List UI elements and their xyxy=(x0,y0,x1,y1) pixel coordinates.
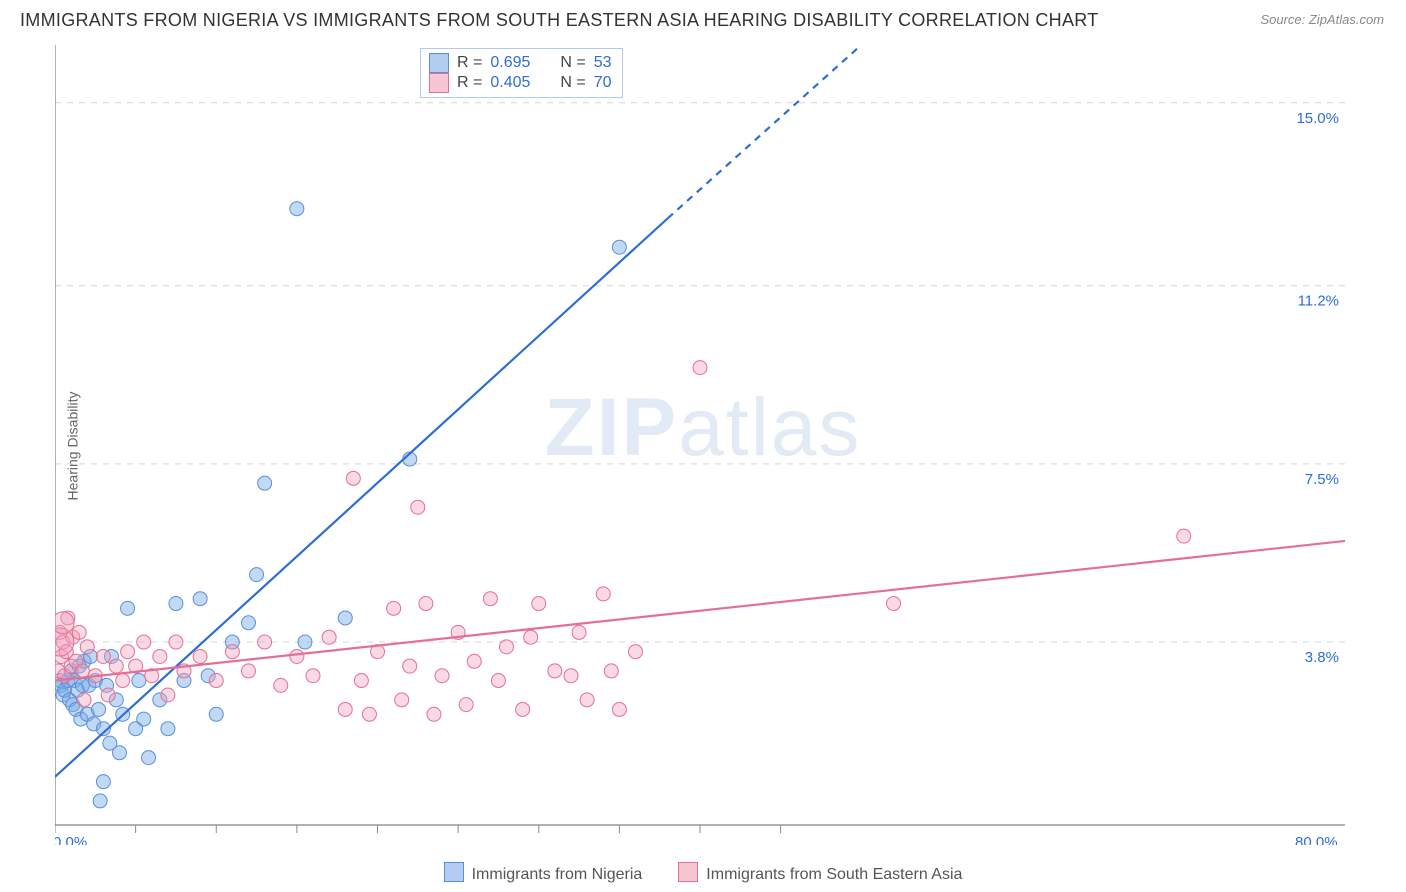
legend-label: Immigrants from Nigeria xyxy=(472,866,643,883)
legend-swatch-icon xyxy=(678,862,698,882)
source-label: Source: ZipAtlas.com xyxy=(1260,12,1384,27)
r-label: R = xyxy=(457,74,482,92)
svg-text:15.0%: 15.0% xyxy=(1296,110,1339,127)
svg-text:80.0%: 80.0% xyxy=(1295,834,1338,845)
legend-swatch-icon xyxy=(444,862,464,882)
n-label: N = xyxy=(560,74,585,92)
svg-text:7.5%: 7.5% xyxy=(1305,471,1339,488)
n-value: 53 xyxy=(594,54,612,72)
chart-title: IMMIGRANTS FROM NIGERIA VS IMMIGRANTS FR… xyxy=(20,10,1099,31)
r-value: 0.405 xyxy=(490,74,530,92)
legend-swatch-icon xyxy=(429,73,449,93)
legend-swatch-icon xyxy=(429,53,449,73)
svg-text:0.0%: 0.0% xyxy=(55,834,87,845)
legend-item: Immigrants from Nigeria xyxy=(444,862,643,884)
stats-legend-row: R = 0.695 N = 53 xyxy=(429,53,612,73)
svg-text:3.8%: 3.8% xyxy=(1305,649,1339,666)
legend-item: Immigrants from South Eastern Asia xyxy=(678,862,962,884)
stats-legend: R = 0.695 N = 53 R = 0.405 N = 70 xyxy=(420,48,623,98)
r-label: R = xyxy=(457,54,482,72)
r-value: 0.695 xyxy=(490,54,530,72)
svg-text:11.2%: 11.2% xyxy=(1298,293,1339,310)
scatter-chart: 3.8% 7.5% 11.2% 15.0% 0.0% 80.0% xyxy=(55,45,1355,845)
stats-legend-row: R = 0.405 N = 70 xyxy=(429,73,612,93)
n-value: 70 xyxy=(594,74,612,92)
legend-label: Immigrants from South Eastern Asia xyxy=(706,866,962,883)
n-label: N = xyxy=(560,54,585,72)
series-legend: Immigrants from Nigeria Immigrants from S… xyxy=(0,862,1406,884)
